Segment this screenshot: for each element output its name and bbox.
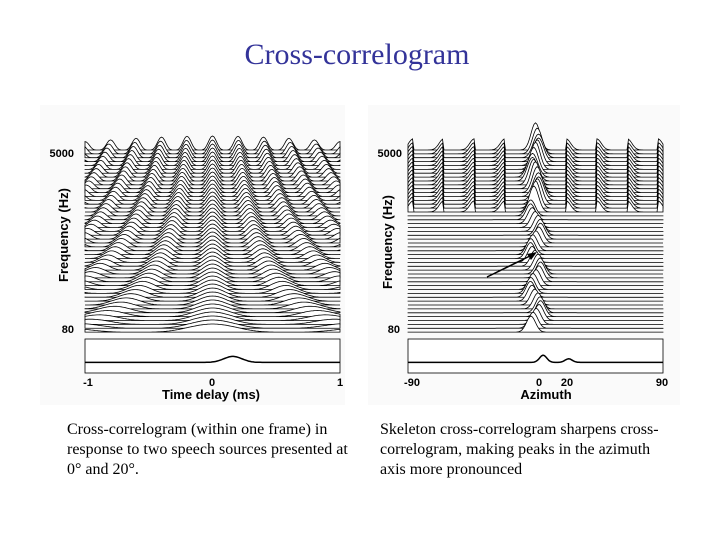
y-tick-label: 80 (388, 324, 400, 336)
y-tick-label: 5000 (378, 148, 402, 160)
x-tick-label: -1 (83, 377, 93, 389)
x-tick-label: 20 (561, 377, 573, 389)
waveform (408, 273, 663, 290)
waveform (407, 315, 664, 333)
x-axis-label: Azimuth (520, 387, 571, 402)
waveform (407, 238, 664, 256)
arrow (486, 254, 533, 278)
summary-curve (85, 355, 340, 364)
caption: Cross-correlogram (within one frame) in … (67, 421, 348, 478)
waveform (84, 323, 341, 333)
x-tick-label: -90 (404, 377, 420, 389)
x-tick-label: 1 (337, 377, 343, 389)
waveform (407, 185, 664, 213)
y-axis-label: Frequency (Hz) (56, 188, 71, 282)
figure-plot (84, 135, 341, 374)
waveform (407, 218, 664, 236)
slide-title: Cross-correlogram (245, 38, 470, 71)
y-axis-label: Frequency (Hz) (380, 195, 395, 289)
caption: Skeleton cross-correlogram sharpens cros… (380, 421, 659, 478)
y-tick-label: 80 (62, 324, 74, 336)
waveform (407, 276, 664, 294)
y-tick-label: 5000 (50, 148, 74, 160)
waveform (407, 199, 664, 217)
x-axis-label: Time delay (ms) (162, 387, 260, 402)
summary-curve (408, 354, 663, 364)
waveform (407, 311, 664, 329)
x-tick-label: 0 (536, 377, 542, 389)
x-tick-label: 90 (656, 377, 668, 389)
waveform (407, 234, 664, 252)
figure-plot (407, 122, 664, 374)
summary-panel (407, 338, 664, 374)
waveform (407, 292, 664, 310)
x-tick-label: 0 (209, 377, 215, 389)
waveform (407, 214, 664, 232)
waveform (407, 253, 664, 271)
waveform (407, 296, 664, 314)
waveform (408, 257, 663, 275)
summary-panel (84, 338, 341, 374)
arrow-head (527, 252, 537, 260)
